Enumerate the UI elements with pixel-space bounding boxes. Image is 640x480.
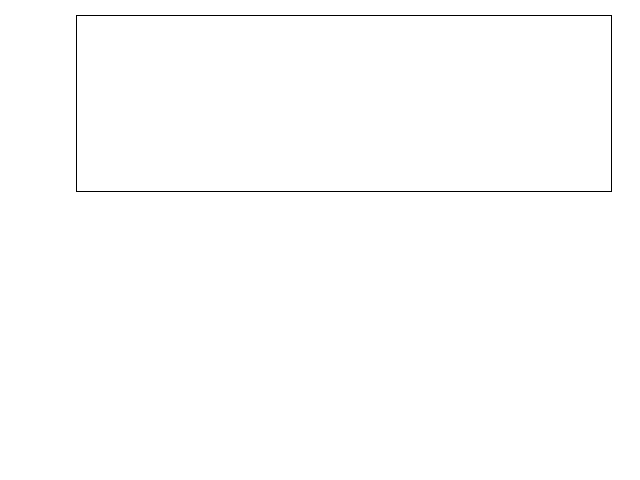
plot-area (76, 15, 612, 192)
